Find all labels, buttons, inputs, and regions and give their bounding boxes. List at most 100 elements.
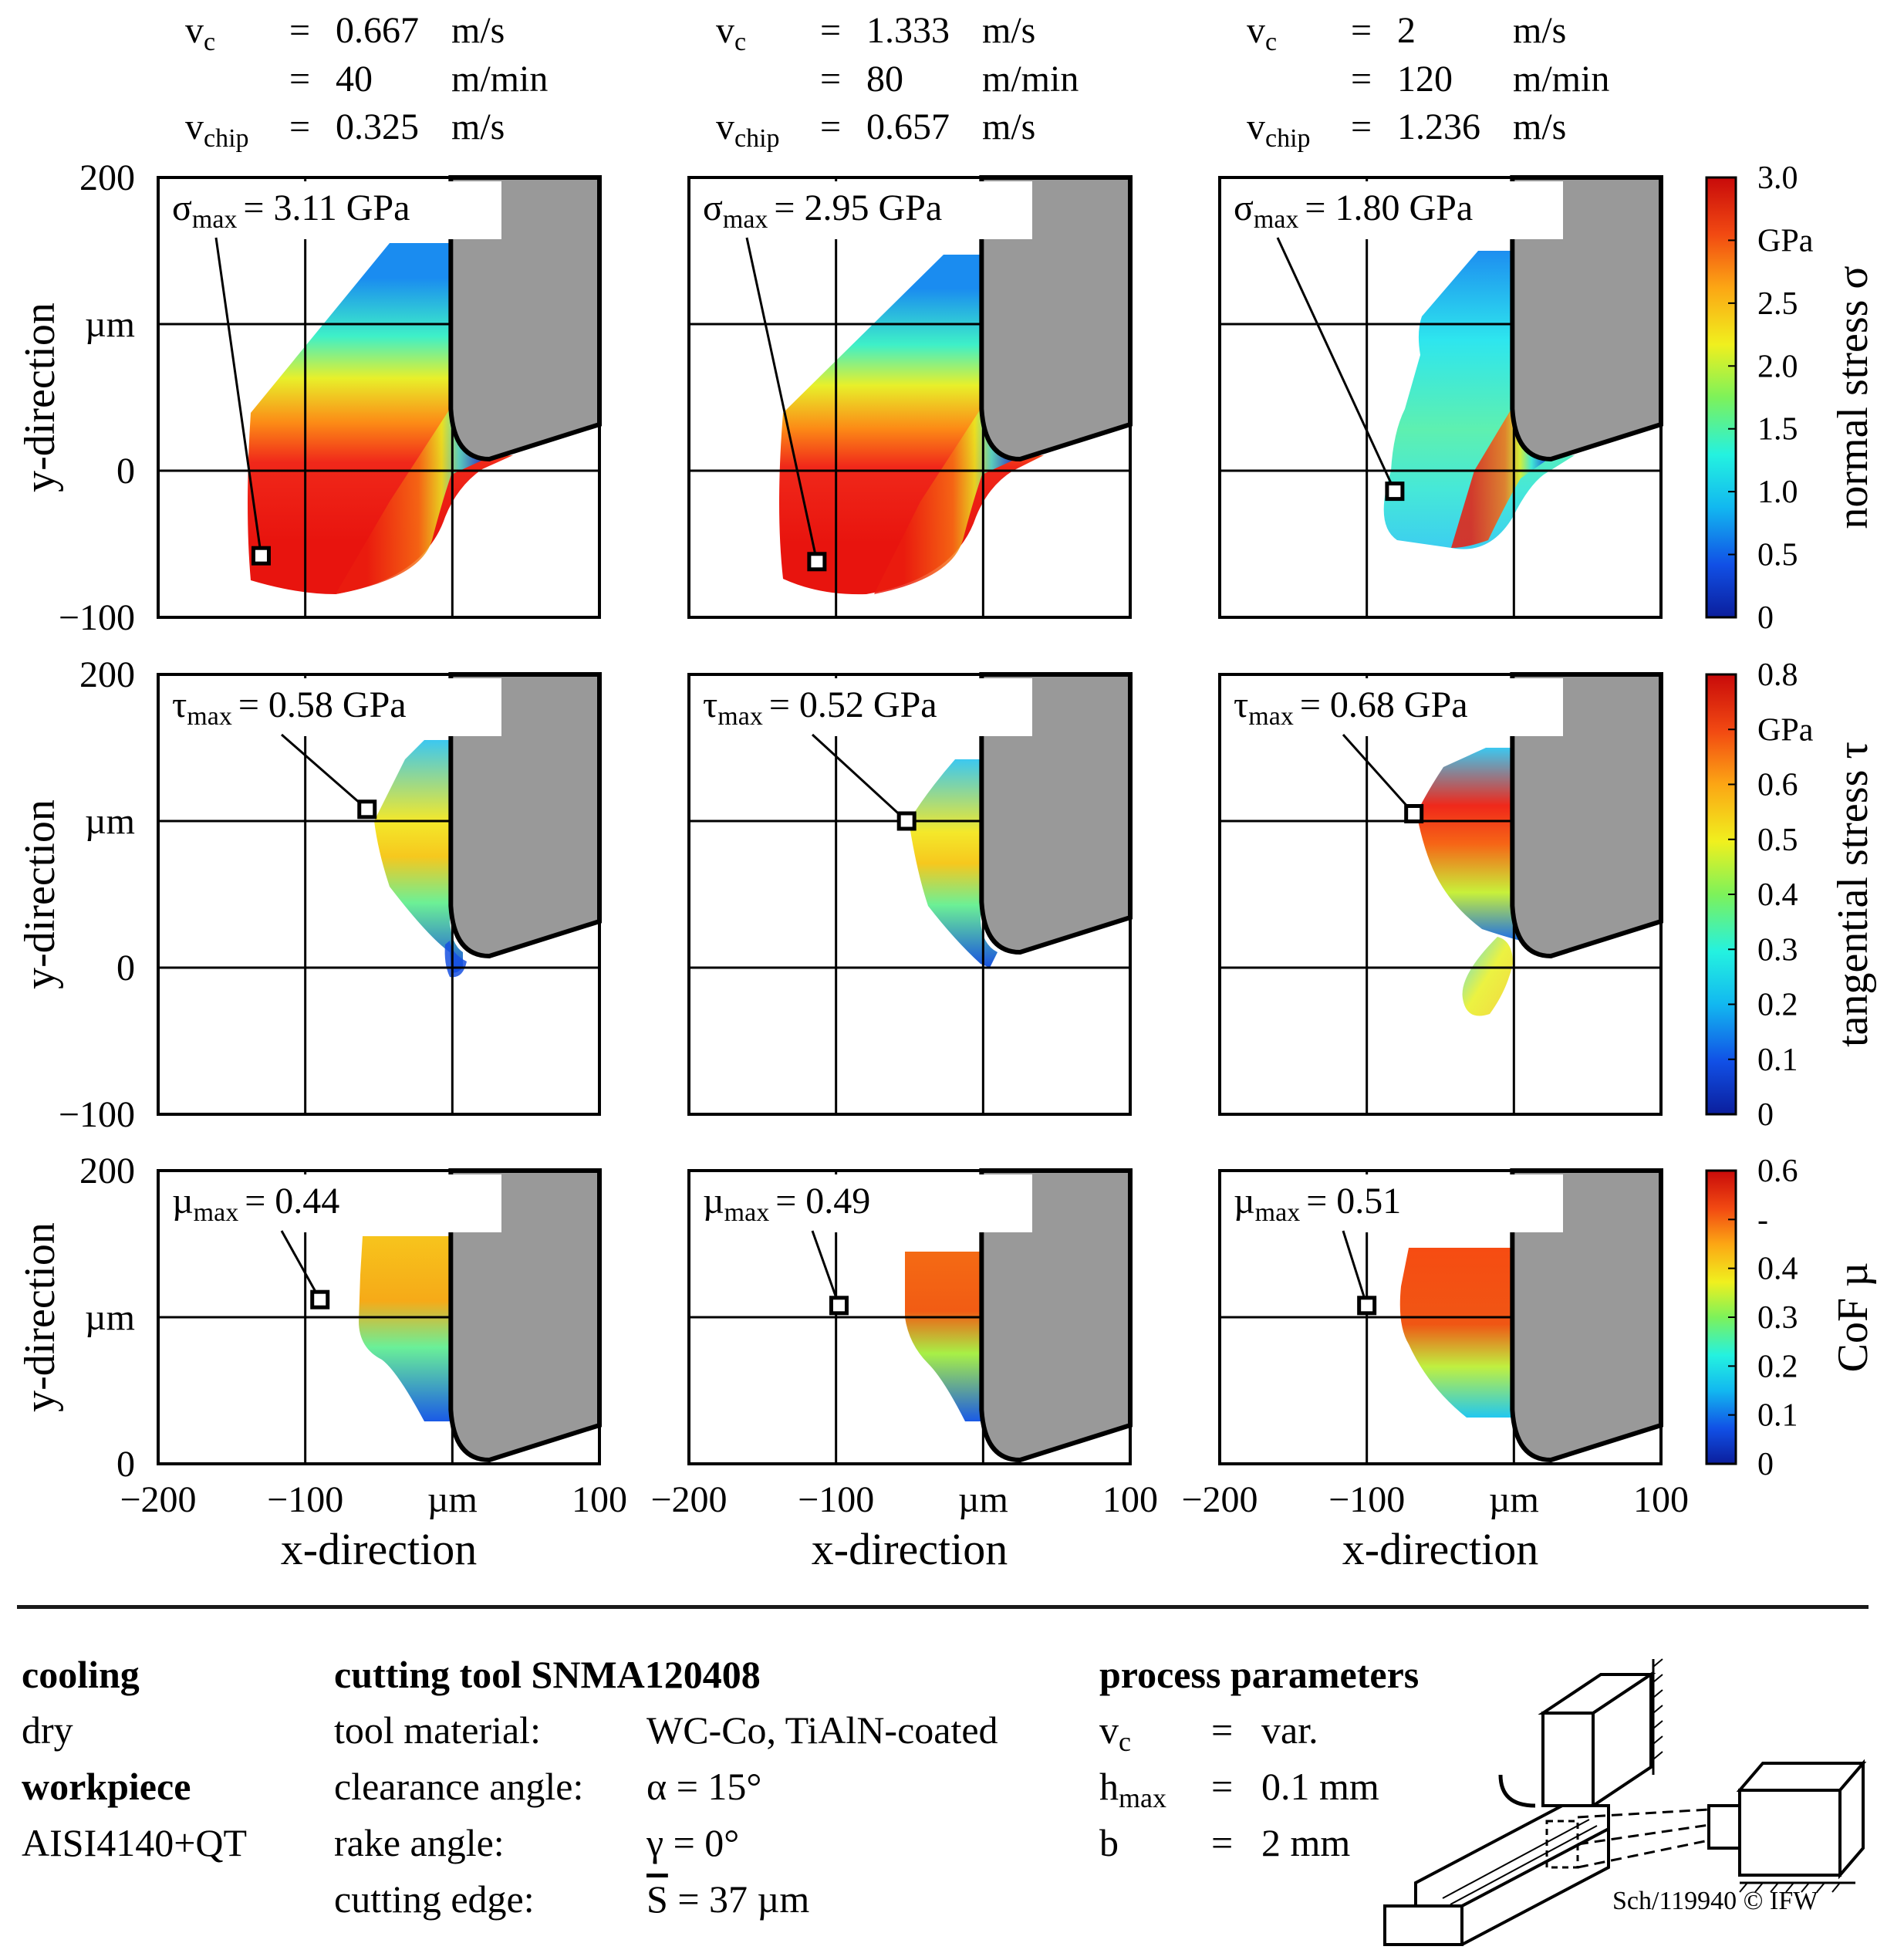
vchip-subscript: chip <box>204 124 249 153</box>
max-location-marker <box>829 1296 849 1316</box>
marker-leader-line <box>811 733 908 823</box>
colorbar-label: tangential stress τ <box>1829 742 1877 1047</box>
colorbar-gradient <box>1705 176 1737 619</box>
vc-ms-value: 1.333 <box>866 10 950 51</box>
panel-frame <box>687 673 1132 1116</box>
max-symbol: σ <box>703 188 723 228</box>
vc-mmin-unit: m/min <box>451 59 548 100</box>
max-value: = 0.51 <box>1306 1181 1401 1222</box>
x-tick-label: µm <box>958 1479 1008 1520</box>
tool-row-label: tool material: <box>334 1708 541 1752</box>
panel-frame <box>157 176 601 619</box>
vc-mmin-value: 40 <box>336 59 373 100</box>
stress-map-figure: vc = 0.667 m/s = 40 m/min vchip = 0.325 m/s vc = 1.33… <box>16 10 1877 1574</box>
heatmap-panel: µmax = 0.51 <box>1218 1168 1663 1465</box>
colorbar-tick-label: 0.5 <box>1757 823 1798 858</box>
max-location-marker <box>1385 482 1405 502</box>
colorbar-tick-label: 0.1 <box>1757 1398 1798 1434</box>
max-value: = 2.95 GPa <box>774 188 942 228</box>
colorbar-tick-label: 0.6 <box>1757 1154 1798 1189</box>
colorbar: 0.6 - 0.4 0.3 0.2 0.1 0 CoF µ <box>1705 1154 1877 1482</box>
colorbar-tick-label: 0.3 <box>1757 932 1798 968</box>
y-tick-label: −100 <box>59 597 135 638</box>
colorbar-tick-label: 1.5 <box>1757 412 1798 448</box>
x-axis-label: x-direction <box>812 1524 1008 1574</box>
max-value-label: σmax = 3.11 GPa <box>172 188 410 234</box>
colorbar-label: CoF µ <box>1829 1262 1877 1373</box>
x-tick-label: −200 <box>1181 1479 1258 1520</box>
x-tick-label: µm <box>427 1479 478 1520</box>
stress-field <box>909 759 998 968</box>
footer-info: cooling dry workpiece AISI4140+QT cuttin… <box>0 1590 1877 1946</box>
cutting-tool-shape <box>979 672 1133 955</box>
x-tick-label: −100 <box>798 1479 874 1520</box>
max-value-label: τmax = 0.52 GPa <box>703 684 937 731</box>
colorbar-label: normal stress σ <box>1829 265 1877 529</box>
x-axis-label: x-direction <box>281 1524 477 1574</box>
stress-field <box>1383 251 1575 549</box>
colorbar-tick-label: 0.5 <box>1757 538 1798 573</box>
process-value: 2 mm <box>1261 1821 1351 1864</box>
max-value: = 3.11 GPa <box>243 188 410 228</box>
max-location-marker <box>896 811 917 831</box>
vc-ms-value: 0.667 <box>336 10 419 51</box>
heatmap-panel: τmax = 0.68 GPa <box>1218 672 1663 1116</box>
max-value-label: τmax = 0.58 GPa <box>172 684 407 731</box>
label-box <box>162 181 501 239</box>
max-subscript: max <box>1255 1198 1301 1227</box>
process-eq: = <box>1211 1765 1234 1808</box>
tool-row-value: α = 15° <box>646 1765 762 1808</box>
process-row-hmax: hmax <box>1099 1767 1166 1812</box>
vchip-unit: m/s <box>982 106 1035 147</box>
tool-row-value: S = 37 µm <box>646 1880 809 1918</box>
colorbar-tick-label: 0 <box>1757 1447 1774 1482</box>
process-row-vc: vc <box>1099 1711 1131 1756</box>
stress-field <box>779 255 1044 595</box>
vc-mmin-unit: m/min <box>1513 59 1609 100</box>
colorbar-tick-label: 0.3 <box>1757 1300 1798 1336</box>
vchip-unit: m/s <box>451 106 505 147</box>
vc-mmin-value: 120 <box>1397 59 1453 100</box>
label-box <box>162 1174 501 1232</box>
label-box <box>693 1174 1032 1232</box>
x-tick-label: −200 <box>650 1479 727 1520</box>
max-value: = 0.58 GPa <box>238 684 407 725</box>
x-tick-label: 100 <box>1102 1479 1158 1520</box>
marker-leader-line <box>281 733 368 810</box>
colorbar-tick-label: 0.8 <box>1757 657 1798 693</box>
equals-sign: = <box>1351 59 1372 100</box>
tool-row-value: WC-Co, TiAlN-coated <box>646 1708 998 1752</box>
panel-frame <box>687 176 1132 619</box>
cutting-tool-shape <box>448 672 602 959</box>
colorbar-tick-label: GPa <box>1757 712 1814 748</box>
max-subscript: max <box>717 702 763 731</box>
max-subscript: max <box>187 702 232 731</box>
panel-frame <box>157 1169 601 1465</box>
colorbar-tick-label: 0.4 <box>1757 877 1798 913</box>
label-box <box>1224 678 1563 736</box>
max-value-label: µmax = 0.51 <box>1234 1181 1401 1227</box>
machining-setup-sketch <box>1383 1658 1867 1946</box>
cutting-tool-shape <box>979 175 1133 462</box>
process-row-b: b <box>1099 1821 1119 1864</box>
marker-leader-line <box>1342 1230 1369 1306</box>
tool-holder-icon <box>1538 1658 1663 1809</box>
max-symbol: σ <box>1234 188 1254 228</box>
cutting-tool-shape <box>448 1168 602 1463</box>
colorbar-tick-label: 0.4 <box>1757 1252 1798 1287</box>
max-value: = 0.52 GPa <box>769 684 937 725</box>
panel-frame <box>157 673 601 1116</box>
heatmap-panel: σmax = 2.95 GPa <box>687 175 1133 619</box>
colorbar-tick-label: 0.1 <box>1757 1043 1798 1078</box>
max-location-marker <box>310 1289 330 1309</box>
panel-frame <box>1218 1169 1663 1465</box>
workpiece-title: workpiece <box>22 1765 191 1808</box>
stress-field <box>359 1236 450 1421</box>
y-tick-label: 200 <box>79 654 135 695</box>
y-tick-label: 200 <box>79 1151 135 1191</box>
heatmap-panel: τmax = 0.52 GPa <box>687 672 1133 1116</box>
vchip-subscript: chip <box>734 124 780 153</box>
max-symbol: τ <box>1234 684 1248 725</box>
vc-label: vc <box>1247 10 1277 56</box>
velocity-block: vc = 2 m/s = 120 m/min vchip = 1.236 m/s <box>1247 10 1609 153</box>
